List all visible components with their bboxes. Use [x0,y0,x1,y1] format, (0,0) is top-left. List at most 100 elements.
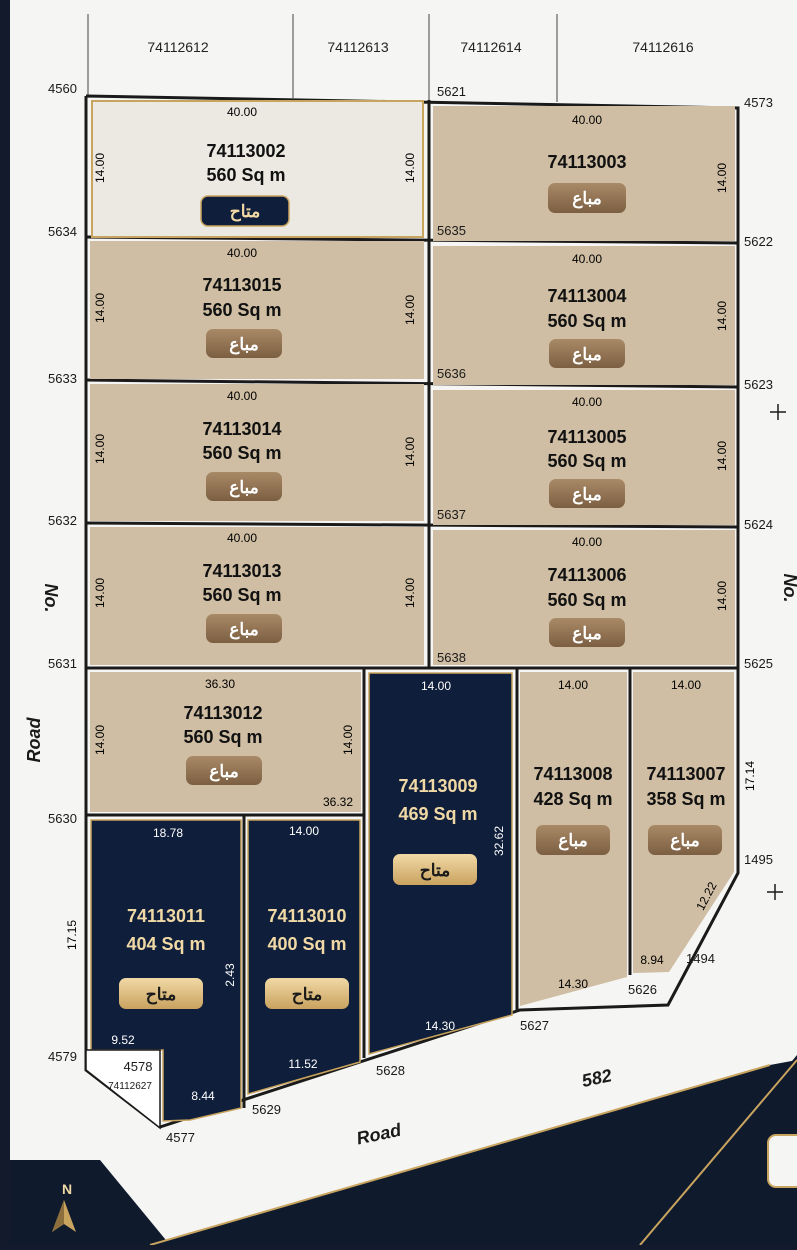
plot-area: 560 Sq m [206,165,285,185]
plot-74113010[interactable]: 14.00 11.52 74113010 400 Sq m متاح [247,819,361,1095]
north-arrow-icon: N [52,1181,76,1232]
dim-right: 14.00 [403,295,417,325]
node-label: 5634 [48,224,77,239]
node-label: 5623 [744,377,773,392]
corner-decoration [10,1160,170,1245]
plot-number: 74113002 [206,141,285,161]
node-label: 5626 [628,982,657,997]
dim-bottom: 8.94 [640,953,664,967]
node-label: 5632 [48,513,77,528]
plot-number: 74113006 [547,565,626,585]
plot-74113013[interactable]: 40.00 14.00 14.00 74113013 560 Sq m مباع [90,527,424,665]
status-badge-text: مباع [229,620,259,640]
plot-74113009[interactable]: 14.00 32.62 14.30 74113009 469 Sq m متاح [368,672,513,1055]
dim-left: 14.00 [93,153,107,183]
dim-bottom: 14.30 [558,977,588,991]
node-label: 5638 [437,650,466,665]
dim-top: 14.00 [671,678,701,692]
road-label-left-no: No. [41,584,61,613]
plot-74113012[interactable]: 36.30 14.00 14.00 36.32 74113012 560 Sq … [90,672,361,812]
plot-number: 74113011 [127,906,205,926]
dim-right: 14.00 [715,441,729,471]
node-label: 5621 [437,84,466,99]
dim-top: 40.00 [572,535,602,549]
dim-top: 40.00 [227,246,257,260]
status-badge [206,472,282,501]
dim-bottom-b: 8.44 [191,1089,215,1103]
node-labels: 4560 5621 4573 5634 5635 5622 5633 5636 … [48,81,773,1145]
plot-number: 74113009 [398,776,477,796]
node-label: 4577 [166,1130,195,1145]
dim-left: 14.00 [93,293,107,323]
top-parcel-label: 74112614 [460,39,521,55]
node-label: 1494 [686,951,715,966]
node-label: 5637 [437,507,466,522]
status-badge [119,978,203,1009]
plot-74113007[interactable]: 14.00 17.14 12.22 8.94 74113007 358 Sq m… [633,672,757,973]
plot-74113015[interactable]: 40.00 14.00 14.00 74113015 560 Sq m مباع [90,241,424,379]
plot-area: 404 Sq m [126,934,205,954]
status-badge-text: مباع [572,485,602,505]
road-label-left-road: Road [24,716,44,762]
plot-area: 560 Sq m [202,443,281,463]
status-badge-text: متاح [146,985,176,1005]
dim-right: 14.00 [403,153,417,183]
plot-74113005[interactable]: 40.00 14.00 74113005 560 Sq m مباع [433,390,735,525]
status-badge-text: مباع [572,345,602,365]
plot-number: 74113003 [547,152,626,172]
dim-right: 14.00 [715,581,729,611]
status-badge [393,854,477,885]
status-badge-text: مباع [558,831,588,851]
node-label: 5622 [744,234,773,249]
dim-top: 18.78 [153,826,183,840]
plot-number: 74113005 [547,427,626,447]
dim-right: 14.00 [715,301,729,331]
node-label: 5633 [48,371,77,386]
node-label: 4573 [744,95,773,110]
dim-right: 32.62 [492,826,506,856]
status-badge-text: متاح [420,861,450,881]
plot-number: 74113007 [646,764,725,784]
plot-area: 428 Sq m [533,789,612,809]
status-badge [549,479,625,508]
plot-number: 74113008 [533,764,612,784]
dim-top: 40.00 [227,531,257,545]
dim-top: 40.00 [227,105,257,119]
plot-74113008[interactable]: 14.00 14.30 74113008 428 Sq m مباع [520,672,627,1006]
plot-74113014[interactable]: 40.00 14.00 14.00 74113014 560 Sq m مباع [90,384,424,521]
dim-left: 14.00 [93,434,107,464]
plot-74113011[interactable]: 18.78 17.15 2.43 9.52 8.44 74113011 404 … [65,819,242,1122]
top-parcel-label: 74112612 [147,39,208,55]
node-label: 5630 [48,811,77,826]
plot-74113004[interactable]: 40.00 14.00 74113004 560 Sq m مباع [433,246,735,385]
dim-right: 14.00 [341,725,355,755]
status-badge-text: مباع [670,831,700,851]
plot-area: 560 Sq m [547,311,626,331]
node-label: 4579 [48,1049,77,1064]
node-label: 5636 [437,366,466,381]
node-label: 5629 [252,1102,281,1117]
node-label: 4560 [48,81,77,96]
plot-74113003[interactable]: 40.00 14.00 74113003 مباع [433,106,735,241]
status-badge-text: مباع [229,335,259,355]
gold-trim-2 [639,1059,797,1246]
dim-top: 40.00 [572,252,602,266]
plot-74113006[interactable]: 40.00 14.00 74113006 560 Sq m مباع [433,530,735,665]
dim-bottom: 14.30 [425,1019,455,1033]
dim-left: 14.00 [93,578,107,608]
dim-left: 17.15 [65,920,79,950]
dim-left: 14.00 [93,725,107,755]
top-parcel-label: 74112613 [327,39,388,55]
plot-area: 560 Sq m [547,451,626,471]
dim-right: 14.00 [715,163,729,193]
node-label: 1495 [744,852,773,867]
plot-74113002[interactable]: 40.00 14.00 14.00 74113002 560 Sq m متاح [91,100,424,238]
dim-right: 17.14 [743,761,757,791]
status-badge [206,329,282,358]
plus-marker [767,404,786,900]
dim-top: 14.00 [421,679,451,693]
status-badge [186,756,262,785]
status-badge [206,614,282,643]
status-badge-text: مباع [229,478,259,498]
